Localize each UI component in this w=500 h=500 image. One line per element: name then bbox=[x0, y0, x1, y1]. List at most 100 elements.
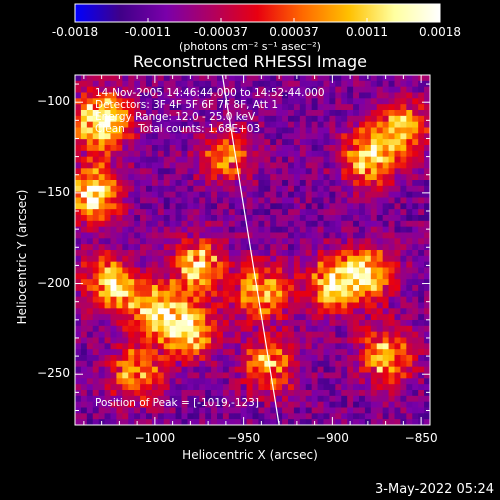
heatmap-cell bbox=[86, 390, 94, 397]
heatmap-cell bbox=[388, 104, 395, 111]
heatmap-cell bbox=[382, 279, 389, 286]
heatmap-cell bbox=[258, 162, 265, 169]
heatmap-cell bbox=[222, 250, 230, 257]
heatmap-cell bbox=[376, 215, 384, 222]
heatmap-cell bbox=[193, 203, 200, 210]
heatmap-cell bbox=[151, 279, 159, 286]
heatmap-cell bbox=[234, 366, 242, 373]
heatmap-cell bbox=[341, 92, 348, 99]
heatmap-cell bbox=[80, 366, 88, 373]
heatmap-cell bbox=[246, 337, 253, 344]
heatmap-cell bbox=[181, 279, 188, 286]
heatmap-cell bbox=[169, 290, 176, 298]
heatmap-cell bbox=[151, 413, 159, 420]
heatmap-cell bbox=[246, 215, 253, 222]
heatmap-cell bbox=[86, 296, 94, 303]
heatmap-cell bbox=[400, 115, 407, 123]
heatmap-cell bbox=[288, 395, 295, 403]
heatmap-cell bbox=[234, 203, 242, 210]
heatmap-cell bbox=[382, 174, 389, 181]
heatmap-cell bbox=[199, 226, 206, 233]
heatmap-cell bbox=[335, 98, 342, 105]
heatmap-cell bbox=[394, 180, 401, 187]
heatmap-cell bbox=[134, 279, 141, 286]
heatmap-cell bbox=[335, 238, 342, 245]
heatmap-cell bbox=[157, 285, 165, 292]
heatmap-cell bbox=[181, 314, 188, 321]
heatmap-cell bbox=[335, 133, 342, 140]
heatmap-cell bbox=[335, 337, 342, 344]
heatmap-cell bbox=[382, 343, 389, 350]
heatmap-cell bbox=[341, 226, 348, 233]
heatmap-cell bbox=[376, 331, 384, 338]
heatmap-cell bbox=[193, 308, 200, 315]
heatmap-cell bbox=[341, 86, 348, 93]
heatmap-cell bbox=[169, 372, 176, 379]
heatmap-cell bbox=[151, 203, 159, 210]
heatmap-cell bbox=[317, 80, 324, 88]
heatmap-cell bbox=[175, 337, 182, 344]
heatmap-cell bbox=[181, 355, 188, 362]
heatmap-cell bbox=[140, 150, 147, 158]
heatmap-cell bbox=[394, 250, 401, 257]
heatmap-cell bbox=[299, 162, 307, 169]
heatmap-cell bbox=[299, 325, 307, 333]
heatmap-cell bbox=[359, 366, 366, 373]
heatmap-cell bbox=[418, 355, 425, 362]
heatmap-image bbox=[75, 75, 430, 425]
heatmap-cell bbox=[406, 180, 413, 187]
heatmap-cell bbox=[246, 302, 253, 309]
heatmap-cell bbox=[293, 86, 301, 93]
heatmap-cell bbox=[110, 80, 117, 88]
heatmap-cell bbox=[311, 360, 318, 368]
heatmap-cell bbox=[217, 104, 224, 111]
heatmap-cell bbox=[222, 261, 230, 268]
heatmap-cell bbox=[282, 296, 289, 303]
heatmap-cell bbox=[335, 308, 342, 315]
heatmap-cell bbox=[370, 150, 378, 158]
heatmap-cell bbox=[270, 174, 277, 181]
heatmap-cell bbox=[412, 372, 419, 379]
heatmap-cell bbox=[305, 220, 313, 228]
y-tick-label: −200 bbox=[37, 275, 70, 290]
heatmap-cell bbox=[264, 255, 271, 263]
heatmap-cell bbox=[412, 413, 419, 420]
heatmap-cell bbox=[424, 185, 430, 193]
heatmap-cell bbox=[335, 320, 342, 327]
heatmap-cell bbox=[98, 238, 105, 245]
heatmap-cell bbox=[92, 86, 100, 93]
heatmap-cell bbox=[394, 115, 401, 123]
heatmap-cell bbox=[116, 261, 123, 268]
heatmap-cell bbox=[211, 419, 218, 425]
heatmap-cell bbox=[406, 191, 413, 198]
heatmap-cell bbox=[199, 145, 206, 152]
heatmap-cell bbox=[329, 360, 336, 368]
heatmap-cell bbox=[128, 395, 135, 403]
heatmap-cell bbox=[175, 80, 182, 88]
heatmap-cell bbox=[240, 250, 247, 257]
heatmap-cell bbox=[424, 215, 430, 222]
heatmap-cell bbox=[329, 255, 336, 263]
heatmap-cell bbox=[370, 133, 378, 140]
heatmap-cell bbox=[335, 226, 342, 233]
heatmap-cell bbox=[412, 296, 419, 303]
heatmap-cell bbox=[187, 302, 194, 309]
heatmap-cell bbox=[359, 156, 366, 163]
heatmap-cell bbox=[258, 308, 265, 315]
heatmap-cell bbox=[199, 203, 206, 210]
heatmap-cell bbox=[217, 244, 224, 251]
heatmap-cell bbox=[217, 127, 224, 134]
heatmap-cell bbox=[311, 232, 318, 239]
heatmap-cell bbox=[335, 110, 342, 117]
heatmap-cell bbox=[163, 86, 171, 93]
heatmap-cell bbox=[151, 232, 159, 239]
heatmap-cell bbox=[92, 360, 100, 368]
heatmap-cell bbox=[122, 331, 129, 338]
heatmap-cell bbox=[412, 279, 419, 286]
heatmap-cell bbox=[104, 174, 111, 181]
heatmap-cell bbox=[311, 156, 318, 163]
heatmap-cell bbox=[359, 320, 366, 327]
heatmap-cell bbox=[151, 92, 159, 99]
heatmap-cell bbox=[359, 349, 366, 356]
heatmap-cell bbox=[412, 331, 419, 338]
